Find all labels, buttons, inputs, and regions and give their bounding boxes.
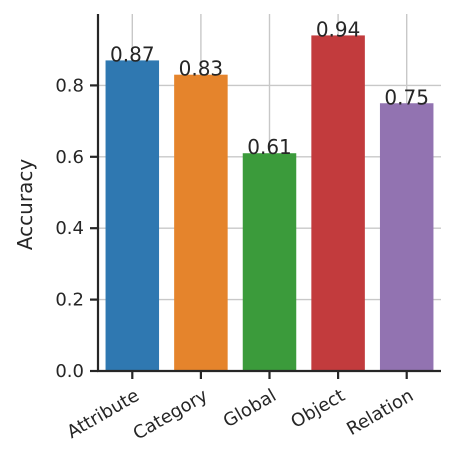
x-tick-label-attribute: Attribute bbox=[63, 385, 142, 443]
data-label-object: 0.94 bbox=[316, 17, 361, 41]
x-tick-label-relation: Relation bbox=[343, 385, 417, 440]
x-tick-label-global: Global bbox=[220, 385, 280, 432]
bar-attribute bbox=[105, 60, 160, 371]
data-label-global: 0.61 bbox=[247, 135, 292, 159]
data-label-attribute: 0.87 bbox=[110, 42, 155, 66]
y-tick-label: 0.0 bbox=[55, 361, 84, 382]
bar-category bbox=[174, 74, 228, 371]
bar-object bbox=[311, 35, 365, 372]
x-tick-label-object: Object bbox=[287, 385, 348, 432]
y-tick-label: 0.4 bbox=[55, 218, 84, 239]
x-tick-label-category: Category bbox=[130, 385, 212, 444]
y-tick-label: 0.8 bbox=[55, 75, 84, 96]
data-label-relation: 0.75 bbox=[384, 85, 429, 109]
data-label-category: 0.83 bbox=[179, 57, 224, 81]
axes-layer bbox=[90, 14, 441, 379]
y-tick-label: 0.6 bbox=[55, 147, 84, 168]
y-axis-title: Accuracy bbox=[13, 159, 37, 250]
bar-relation bbox=[379, 103, 434, 371]
bars-layer bbox=[105, 35, 434, 372]
y-tick-label: 0.2 bbox=[55, 290, 84, 311]
bar-global bbox=[242, 153, 297, 371]
